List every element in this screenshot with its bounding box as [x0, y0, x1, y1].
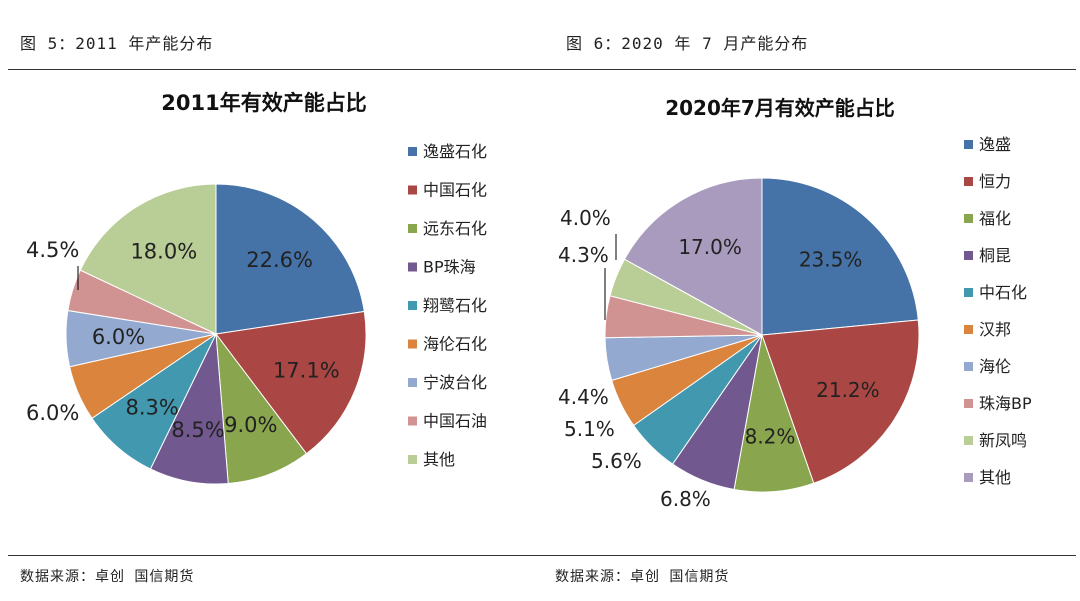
- legend-swatch: [964, 214, 973, 223]
- legend-label: 其他: [423, 450, 455, 469]
- legend-swatch: [964, 140, 973, 149]
- legend-label: 福化: [979, 209, 1011, 228]
- legend-label: 翔鹭石化: [423, 296, 487, 315]
- legend-label: 逸盛石化: [423, 142, 487, 161]
- slice-value-label: 6.8%: [660, 487, 711, 511]
- slice-value-label: 4.4%: [558, 385, 609, 409]
- chart-title: 2020年7月有效产能占比: [665, 96, 895, 120]
- legend-swatch: [964, 399, 973, 408]
- slice-value-label: 9.0%: [224, 413, 277, 437]
- legend-swatch: [964, 251, 973, 260]
- legend-label: 海伦: [979, 357, 1011, 376]
- legend-label: 逸盛: [979, 135, 1011, 154]
- pie-slice: [215, 332, 308, 485]
- legend-swatch: [408, 301, 417, 310]
- pie-slice: [215, 183, 365, 335]
- legend-label: 中国石油: [423, 412, 487, 431]
- legend-label: 珠海BP: [979, 394, 1032, 413]
- slice-value-label: 6.0%: [26, 401, 79, 425]
- chart-title: 2011年有效产能占比: [161, 91, 366, 115]
- legend-label: 新凤鸣: [979, 431, 1027, 450]
- legend-swatch: [408, 262, 417, 272]
- slice-value-label: 8.3%: [126, 396, 179, 420]
- slice-value-label: 4.5%: [26, 238, 79, 262]
- legend-swatch: [408, 185, 417, 195]
- legend-label: 宁波台化: [423, 373, 487, 392]
- pie-slice: [761, 319, 920, 484]
- slice-value-label: 22.6%: [246, 248, 313, 272]
- legend-label: 其他: [979, 468, 1011, 487]
- legend-swatch: [408, 339, 417, 349]
- slice-value-label: 17.1%: [273, 359, 340, 383]
- legend-label: 远东石化: [423, 219, 487, 238]
- legend-swatch: [964, 288, 973, 297]
- pie-chart-2011: 2011年有效产能占比 22.6% 逸盛石化 17.1% 中国石化 9.0% 远东石化 8.5…: [26, 91, 487, 485]
- slice-value-label: 18.0%: [130, 240, 197, 264]
- legend-swatch: [964, 177, 973, 186]
- pie-slice: [761, 177, 919, 336]
- slice-value-label: 6.0%: [92, 325, 145, 349]
- legend-label: 海伦石化: [423, 335, 487, 354]
- legend-label: 桐昆: [979, 246, 1011, 265]
- slice-value-label: 5.1%: [564, 417, 615, 441]
- legend-swatch: [408, 147, 417, 156]
- legend-swatch: [964, 325, 973, 334]
- legend-swatch: [964, 473, 973, 482]
- bottom-divider: [8, 555, 1076, 556]
- slice-value-label: 8.2%: [745, 425, 796, 449]
- legend-swatch: [408, 416, 417, 426]
- legend-label: 汉邦: [979, 320, 1011, 339]
- legend-swatch: [408, 455, 417, 464]
- pie-slice: [215, 310, 367, 455]
- legend-label: 中国石化: [423, 181, 487, 200]
- slice-value-label: 5.6%: [591, 449, 642, 473]
- figure-caption-left: 图 5：2011 年产能分布: [20, 34, 214, 53]
- source-note-right: 数据来源：卓创 国信期货: [555, 569, 730, 585]
- legend-swatch: [408, 224, 417, 233]
- source-note-left: 数据来源：卓创 国信期货: [20, 569, 195, 585]
- slice-value-label: 4.0%: [560, 206, 611, 230]
- figure-caption-right: 图 6：2020 年 7 月产能分布: [566, 34, 809, 53]
- pie-slice: [623, 177, 763, 336]
- pie-chart-2020: 2020年7月有效产能占比 23.5% 逸盛 21.2% 恒力 8.2% 福化 6.8% 桐昆 5…: [558, 96, 1032, 511]
- slice-value-label: 8.5%: [171, 418, 224, 442]
- legend-swatch: [964, 436, 973, 445]
- legend-swatch: [408, 378, 417, 387]
- legend-label: 中石化: [979, 283, 1027, 302]
- legend-label: BP珠海: [423, 258, 476, 277]
- slice-value-label: 23.5%: [799, 248, 863, 272]
- pie-slice: [79, 183, 217, 335]
- slice-value-label: 4.3%: [558, 243, 609, 267]
- legend-swatch: [964, 362, 973, 371]
- slice-value-label: 17.0%: [678, 235, 742, 259]
- slice-value-label: 21.2%: [816, 378, 880, 402]
- top-divider: [8, 69, 1076, 70]
- legend-label: 恒力: [979, 172, 1011, 191]
